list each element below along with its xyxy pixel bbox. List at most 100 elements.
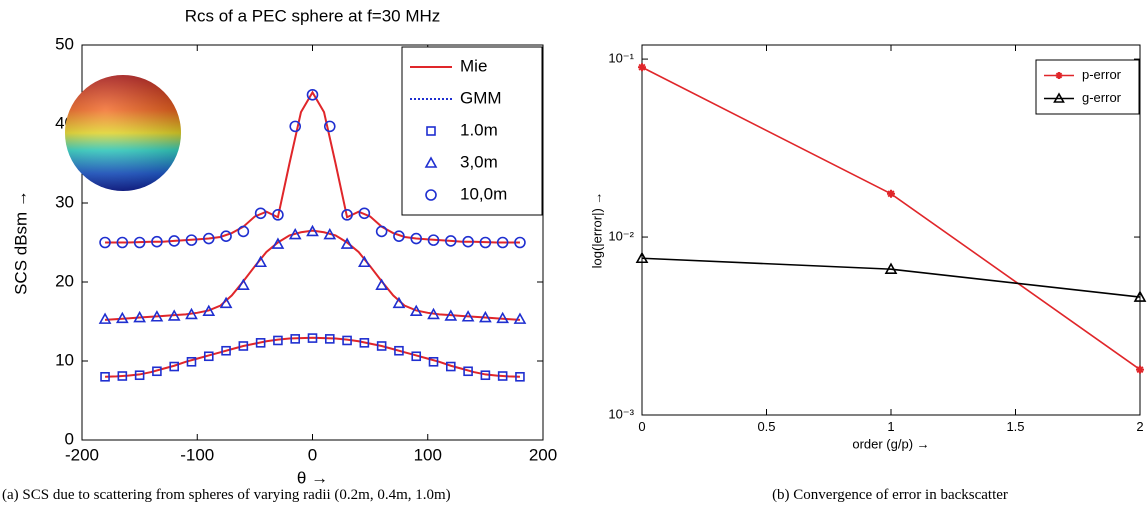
- y-tick-label: 10: [55, 350, 74, 369]
- marker: [359, 338, 370, 348]
- marker: [392, 296, 406, 309]
- x-axis-label: θ →: [297, 469, 328, 488]
- y-axis-label: log(|error|) →: [589, 192, 604, 269]
- marker: [515, 371, 525, 382]
- marker: [513, 312, 527, 324]
- marker: [202, 304, 216, 317]
- marker: [306, 88, 319, 101]
- caption: (b) Convergence of error in backscatter: [772, 487, 1008, 503]
- marker: [306, 224, 319, 237]
- marker: [461, 310, 475, 322]
- marker: [445, 361, 456, 372]
- marker: [394, 345, 404, 356]
- legend-label: Mie: [460, 56, 487, 75]
- x-tick-label: 2: [1136, 419, 1143, 434]
- x-axis-label: order (g/p) →: [852, 436, 929, 451]
- marker: [271, 237, 285, 249]
- marker: [203, 351, 214, 362]
- marker: [462, 235, 474, 248]
- marker: [514, 236, 526, 249]
- marker: [186, 356, 197, 367]
- marker: [150, 310, 164, 322]
- marker: [479, 310, 492, 323]
- marker: [497, 371, 508, 381]
- mie-line: [105, 336, 520, 378]
- caption: (a) SCS due to scattering from spheres o…: [2, 487, 451, 503]
- marker: [100, 371, 110, 382]
- marker: [254, 255, 267, 268]
- marker: [635, 251, 649, 264]
- series-line: [641, 257, 1141, 298]
- y-tick-label: 20: [55, 271, 74, 290]
- x-tick-label: -200: [65, 446, 99, 465]
- marker: [167, 309, 181, 321]
- marker: [133, 236, 146, 249]
- y-tick-label: 0: [65, 429, 74, 448]
- marker: [117, 371, 128, 381]
- marker: [426, 126, 436, 136]
- marker: [480, 370, 491, 381]
- marker: [358, 207, 371, 220]
- marker: [444, 235, 457, 247]
- marker: [496, 311, 510, 324]
- marker: [289, 120, 302, 133]
- legend: [401, 46, 543, 216]
- marker: [168, 235, 180, 247]
- marker: [236, 278, 250, 290]
- marker: [393, 230, 405, 242]
- marker: [98, 312, 112, 324]
- marker: [428, 356, 439, 367]
- marker: [638, 63, 646, 72]
- marker: [273, 335, 283, 346]
- marker: [238, 341, 249, 351]
- x-tick-label: 0.5: [757, 419, 775, 434]
- marker: [169, 361, 179, 372]
- marker: [358, 255, 371, 268]
- marker: [375, 225, 388, 238]
- marker: [1136, 365, 1144, 374]
- marker: [237, 225, 250, 238]
- marker: [152, 366, 162, 377]
- marker: [202, 232, 215, 245]
- legend-label: 3,0m: [460, 152, 498, 171]
- marker: [496, 236, 509, 249]
- marker: [221, 345, 231, 356]
- x-tick-label: 200: [529, 446, 557, 465]
- x-tick-label: 1.5: [1006, 419, 1024, 434]
- y-tick-label: 50: [55, 34, 74, 53]
- legend: [1035, 59, 1140, 115]
- marker: [340, 237, 354, 249]
- marker: [307, 333, 318, 343]
- marker: [290, 334, 301, 344]
- marker: [185, 307, 198, 320]
- marker: [479, 236, 492, 249]
- marker: [1133, 290, 1147, 302]
- marker: [219, 296, 233, 309]
- y-tick-label: 10⁻¹: [608, 51, 634, 66]
- y-tick-label: 10⁻³: [608, 406, 634, 421]
- marker: [376, 341, 387, 351]
- x-tick-label: -100: [180, 446, 214, 465]
- marker: [255, 338, 266, 348]
- marker: [342, 335, 352, 346]
- x-tick-label: 0: [308, 446, 317, 465]
- sphere-shade: [65, 75, 181, 191]
- marker: [220, 230, 232, 242]
- marker: [323, 120, 336, 133]
- marker: [410, 232, 423, 245]
- marker: [884, 262, 898, 274]
- legend-label: GMM: [460, 88, 502, 107]
- x-tick-label: 100: [414, 446, 442, 465]
- marker: [323, 227, 337, 240]
- marker: [116, 236, 129, 249]
- mie-line: [104, 229, 521, 321]
- marker: [133, 310, 146, 323]
- chart-a: Rcs of a PEC sphere at f=30 MHz -200 -100 0…: [11, 6, 557, 487]
- chart-b: 0 0.5 1 1.5 2 10⁻¹ 10⁻² 10⁻³ order (g/p) → log(|e…: [589, 44, 1147, 451]
- legend-label: 1.0m: [460, 120, 498, 139]
- marker: [411, 351, 422, 362]
- marker: [409, 304, 423, 317]
- marker: [887, 189, 895, 198]
